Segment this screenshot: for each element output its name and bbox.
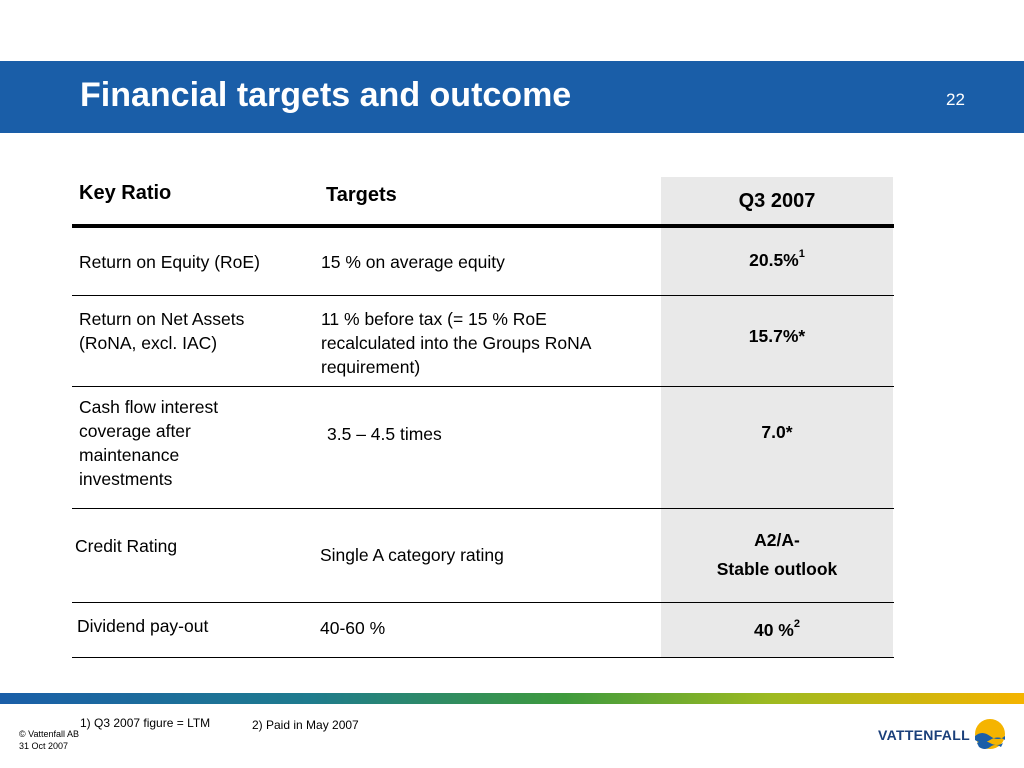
footnote-ref: 1 bbox=[798, 248, 805, 260]
row-value: 20.5%1 bbox=[749, 248, 805, 270]
row-value: A2/A- Stable outlook bbox=[716, 530, 838, 579]
header-targets: Targets bbox=[326, 184, 397, 206]
row-divider bbox=[72, 295, 894, 296]
logo-text: VATTENFALL bbox=[878, 727, 970, 743]
row-divider bbox=[72, 386, 894, 387]
footnote-1: 1) Q3 2007 figure = LTM bbox=[80, 716, 211, 730]
row-target: 40-60 % bbox=[320, 618, 386, 638]
footer-date: 31 Oct 2007 bbox=[19, 741, 69, 751]
slide-title: Financial targets and outcome bbox=[80, 76, 572, 114]
row-target: Single A category rating bbox=[320, 545, 504, 565]
row-value: 40 %2 bbox=[753, 618, 800, 640]
row-target: 11 % before tax (= 15 % RoE recalculated… bbox=[321, 309, 592, 377]
row-ratio: Return on Net Assets (RoNA, excl. IAC) bbox=[79, 309, 245, 353]
footer-gradient-bar bbox=[0, 693, 1024, 704]
copyright: © Vattenfall AB bbox=[19, 729, 79, 739]
row-ratio: Return on Equity (RoE) bbox=[79, 252, 260, 272]
header-q3-2007: Q3 2007 bbox=[738, 190, 816, 212]
row-ratio: Cash flow interest coverage after mainte… bbox=[79, 397, 219, 489]
title-bar bbox=[0, 61, 1024, 133]
footnote-2: 2) Paid in May 2007 bbox=[252, 718, 359, 732]
row-value: 15.7%* bbox=[748, 326, 806, 346]
vattenfall-logo-icon bbox=[975, 719, 1005, 749]
row-target: 3.5 – 4.5 times bbox=[327, 424, 442, 444]
page-number: 22 bbox=[946, 90, 965, 109]
row-value: 7.0* bbox=[761, 422, 793, 442]
header-rule bbox=[72, 224, 894, 228]
row-ratio: Dividend pay-out bbox=[77, 616, 209, 636]
header-key-ratio: Key Ratio bbox=[79, 182, 172, 204]
footnote-ref: 2 bbox=[793, 618, 800, 630]
row-target: 15 % on average equity bbox=[321, 252, 505, 272]
row-divider bbox=[72, 508, 894, 509]
row-ratio: Credit Rating bbox=[75, 536, 178, 556]
q3-column-background bbox=[661, 177, 893, 658]
row-divider bbox=[72, 602, 894, 603]
table-bottom-rule bbox=[72, 657, 894, 658]
